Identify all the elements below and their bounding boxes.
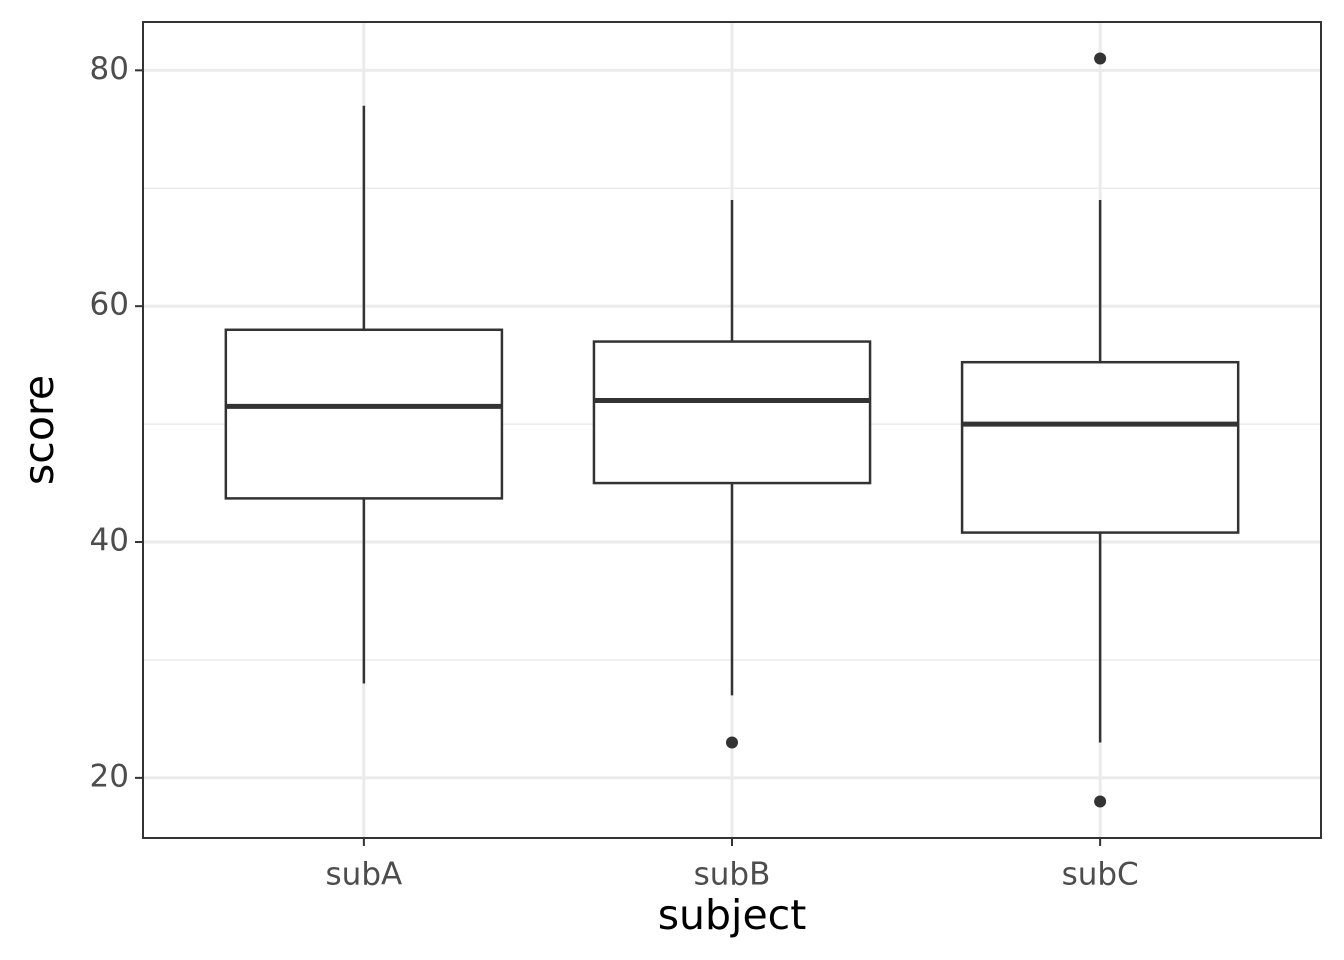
x-axis-title: subject	[658, 891, 807, 939]
outlier	[1094, 52, 1107, 65]
x-tick-label: subB	[694, 857, 771, 893]
box	[224, 328, 504, 500]
box	[592, 340, 872, 485]
box	[960, 360, 1240, 534]
x-tick-label: subC	[1062, 857, 1139, 893]
y-tick-label: 80	[90, 51, 129, 87]
y-tick-label: 40	[90, 523, 129, 559]
outlier	[1094, 795, 1107, 808]
y-tick-label: 60	[90, 287, 129, 323]
y-tick-label: 20	[90, 758, 129, 794]
outlier	[726, 736, 738, 749]
x-tick-label: subA	[326, 857, 403, 893]
marks	[224, 52, 1240, 808]
y-axis-title: score	[15, 375, 63, 485]
